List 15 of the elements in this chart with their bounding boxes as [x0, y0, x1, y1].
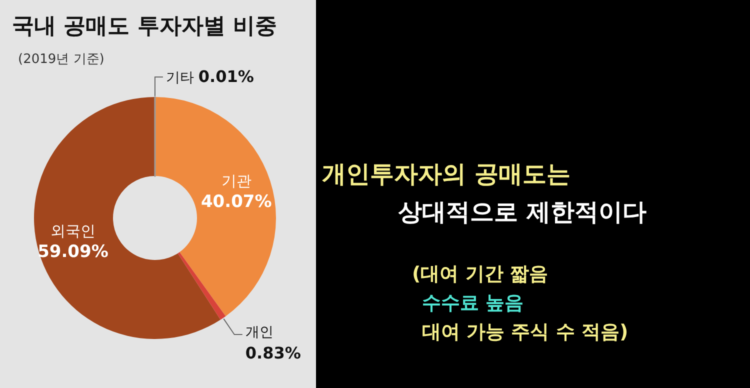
text: 수수료 높음 [422, 292, 524, 314]
slice-label: 기타 [166, 70, 198, 86]
data-label: 40.07% [200, 192, 272, 212]
data-label: 0.01% [198, 67, 254, 86]
slice-label: 개인 [245, 324, 274, 341]
data-label: 59.09% [38, 242, 108, 262]
data-label: 0.83% [245, 344, 301, 363]
text: 대여 가능 주식 수 적음) [422, 321, 628, 343]
text: 상대적으로 제한적이다 [398, 198, 646, 226]
text: (대여 기간 짧음 [412, 263, 548, 285]
text: 개인투자자의 공매도는 [322, 160, 570, 188]
chart-title: 국내 공매도 투자자별 비중 [12, 14, 277, 39]
slice-label: 기관 [221, 172, 252, 190]
slice-label: 외국인 [50, 222, 96, 240]
chart-subtitle: (2019년 기준) [18, 52, 104, 67]
